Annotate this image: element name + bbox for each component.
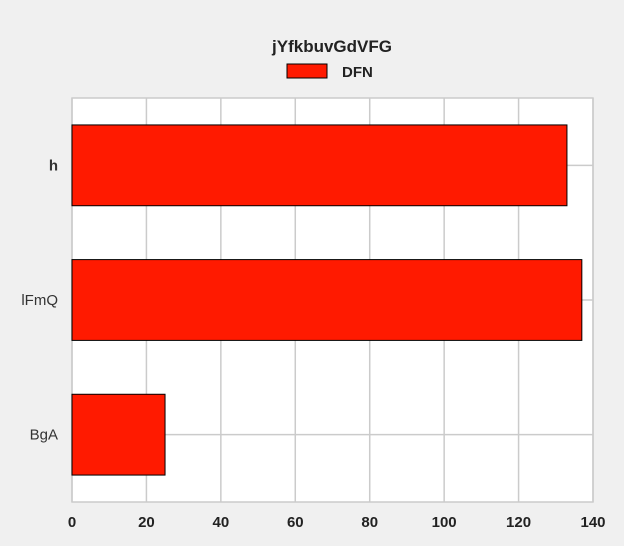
y-tick-label: h (49, 157, 58, 174)
x-tick-label: 60 (287, 514, 304, 531)
x-tick-label: 80 (361, 514, 378, 531)
x-tick-label: 0 (68, 514, 76, 531)
legend-label: DFN (342, 64, 373, 81)
bar-BgA (71, 393, 166, 476)
y-axis-ticks: h lFmQ BgA (21, 157, 58, 443)
x-tick-label: 20 (138, 514, 155, 531)
legend-swatch (286, 63, 328, 79)
x-tick-label: 40 (213, 514, 230, 531)
chart-title: jYfkbuvGdVFG (271, 37, 392, 56)
bars (71, 124, 583, 476)
y-tick-label: BgA (30, 427, 58, 444)
x-tick-label: 100 (432, 514, 457, 531)
bar-lFmQ (71, 259, 583, 341)
x-axis-ticks: 0 20 40 60 80 100 120 140 (68, 514, 606, 531)
legend: DFN (286, 63, 373, 81)
y-tick-label: lFmQ (21, 292, 58, 309)
x-tick-label: 140 (580, 514, 605, 531)
x-tick-label: 120 (506, 514, 531, 531)
bar-h (71, 124, 568, 207)
